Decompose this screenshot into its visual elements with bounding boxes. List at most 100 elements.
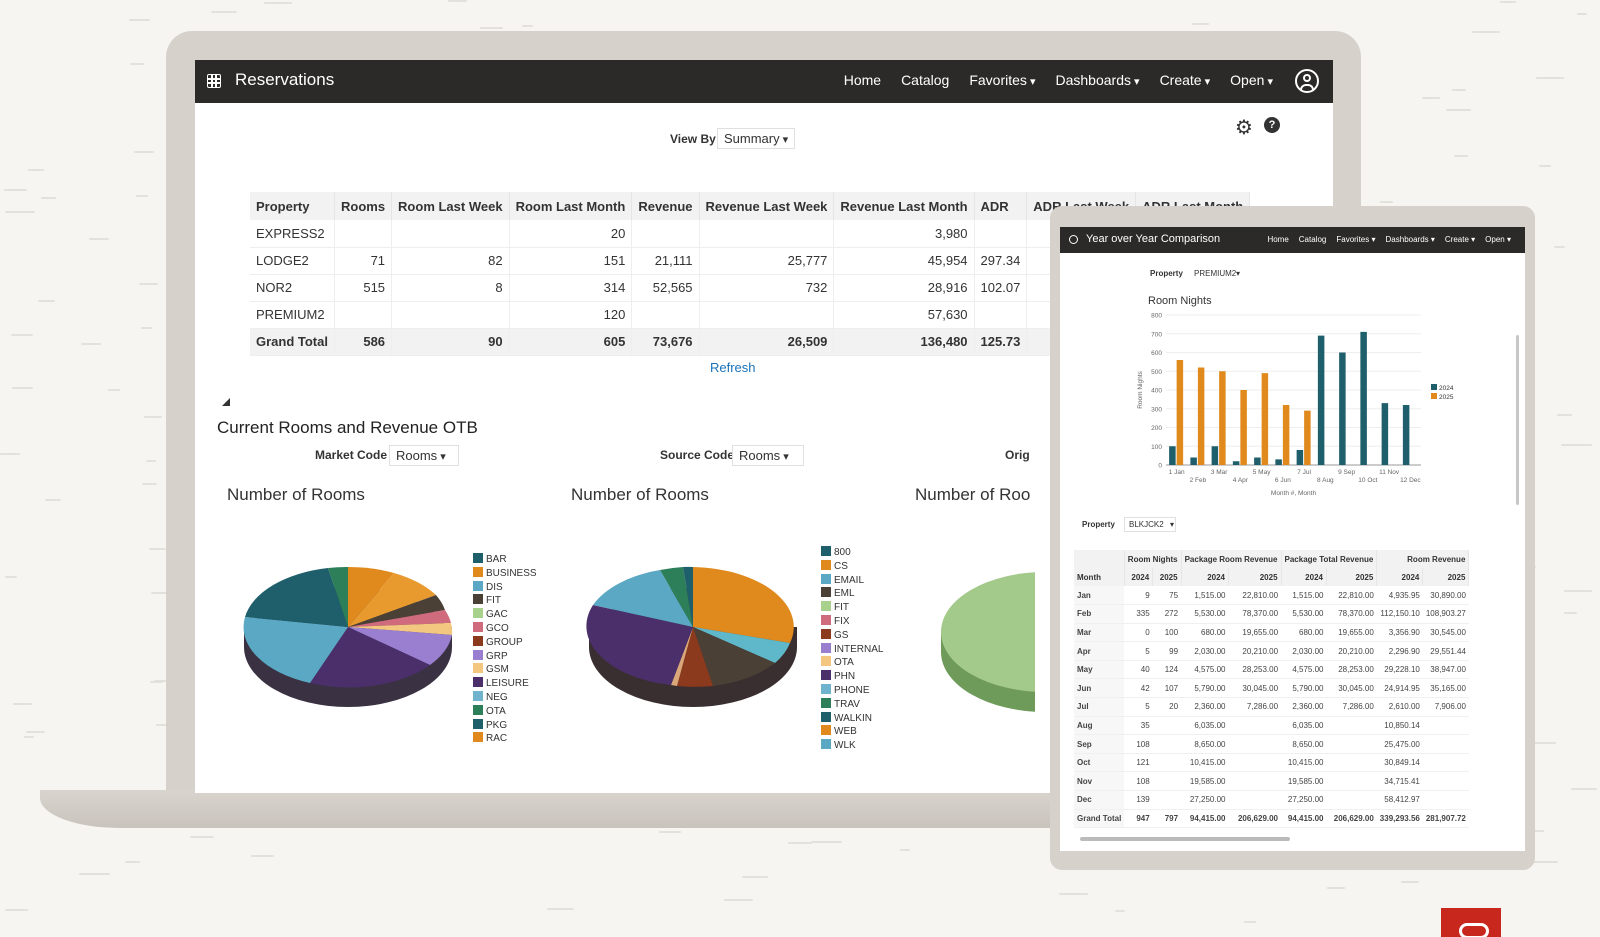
column-header[interactable]: Property (250, 192, 335, 220)
table-cell: 22,810.00 (1228, 586, 1282, 606)
column-header[interactable]: Room Last Month (509, 192, 633, 220)
column-header[interactable]: Month (1074, 568, 1125, 586)
legend-swatch (821, 628, 831, 639)
tablet-property-select-2[interactable]: BLKJCK2 (1124, 517, 1176, 532)
bar-2024 (1381, 403, 1389, 465)
table-cell: 27,250.00 (1281, 790, 1327, 810)
bar-2024 (1402, 405, 1410, 465)
background-dash (1577, 13, 1587, 15)
column-header[interactable]: 2024 (1181, 568, 1230, 586)
source-code-pie-chart (586, 566, 797, 707)
origin-pie-chart (941, 572, 1035, 712)
table-cell: Apr (1074, 641, 1125, 661)
bar-2025 (1282, 405, 1290, 465)
legend-swatch (821, 573, 831, 584)
legend-swatch (473, 677, 483, 688)
legend-item: GROUP (473, 635, 537, 650)
nav-create[interactable]: Create (1160, 72, 1211, 88)
source-code-select[interactable]: Rooms (732, 445, 804, 466)
legend-swatch (821, 642, 831, 653)
table-cell (334, 301, 393, 329)
y-tick-label: 500 (1151, 369, 1162, 376)
table-cell: 8,650.00 (1181, 734, 1229, 754)
gear-icon[interactable]: ⚙ (1235, 117, 1253, 139)
view-by-select[interactable]: Summary (717, 128, 796, 149)
legend-swatch (473, 663, 483, 674)
column-group-header[interactable]: Package Room Revenue (1181, 550, 1282, 568)
table-cell: 34,715.41 (1376, 771, 1423, 792)
table-cell: 206,629.00 (1228, 809, 1282, 829)
refresh-link[interactable]: Refresh (710, 360, 756, 375)
market-code-label: Market Code (315, 448, 388, 462)
table-cell (391, 220, 510, 248)
background-dash (1530, 861, 1558, 863)
column-header[interactable]: ADR (974, 192, 1028, 220)
column-header[interactable]: Rooms (334, 192, 393, 220)
bar-2024 (1339, 352, 1346, 465)
table-cell: Feb (1074, 604, 1125, 624)
legend-label: GRP (486, 650, 508, 662)
column-group-header[interactable]: Room Nights (1124, 550, 1182, 568)
legend-swatch (821, 725, 831, 736)
column-header[interactable]: 2025 (1326, 568, 1378, 586)
nav-catalog[interactable]: Catalog (901, 72, 950, 88)
pie-chart-title-2: Number of Rooms (571, 485, 709, 504)
background-dash (1059, 893, 1088, 895)
table-cell: 206,629.00 (1326, 809, 1377, 829)
column-header[interactable]: Revenue Last Month (833, 192, 975, 220)
horizontal-scrollbar[interactable] (1080, 837, 1290, 841)
column-header[interactable]: Revenue (631, 192, 700, 220)
background-dash (81, 343, 101, 345)
column-header[interactable]: 2024 (1376, 568, 1424, 586)
bar-2025 (1240, 390, 1247, 465)
tablet-nav-dashboards[interactable]: Dashboards (1386, 235, 1435, 244)
tablet-nav-catalog[interactable]: Catalog (1298, 235, 1327, 244)
table-cell: 2,360.00 (1181, 697, 1229, 717)
chevron-down-icon[interactable]: ▾ (1236, 269, 1241, 278)
table-cell: 29,551.44 (1422, 641, 1469, 661)
column-header[interactable]: 2025 (1228, 568, 1282, 586)
column-header[interactable]: Room Last Week (391, 192, 510, 220)
tablet-nav-favorites[interactable]: Favorites (1336, 235, 1375, 244)
y-axis-label: Room Nights (1137, 370, 1144, 408)
table-cell: 35 (1124, 716, 1153, 736)
chevron-down-icon[interactable]: ▾ (1170, 520, 1175, 529)
tablet-nav-home[interactable]: Home (1267, 235, 1289, 244)
main-nav: Home Catalog Favorites Dashboards Create… (844, 72, 1273, 88)
legend-label: INTERNAL (834, 643, 884, 655)
user-icon[interactable] (1295, 69, 1319, 93)
bar-2024 (1360, 331, 1367, 465)
tablet-property-select[interactable]: PREMIUM2 (1194, 269, 1237, 278)
background-dash (5, 211, 35, 213)
column-header[interactable]: 2024 (1281, 568, 1327, 586)
background-dash (125, 861, 140, 863)
collapse-toggle[interactable] (222, 398, 230, 406)
column-group-header[interactable]: Package Total Revenue (1281, 550, 1378, 568)
background-dash (900, 849, 910, 851)
nav-dashboards[interactable]: Dashboards (1055, 72, 1139, 88)
column-header[interactable]: Revenue Last Week (699, 192, 835, 220)
tablet-nav-create[interactable]: Create (1445, 235, 1475, 244)
legend-swatch (821, 656, 831, 667)
market-code-select[interactable]: Rooms (389, 445, 459, 466)
legend-swatch (821, 601, 831, 612)
column-header[interactable]: 2025 (1152, 568, 1182, 586)
tablet-nav-open[interactable]: Open (1485, 235, 1511, 244)
column-group-header[interactable]: Room Revenue (1376, 550, 1470, 568)
nav-home[interactable]: Home (843, 72, 882, 88)
column-header[interactable]: 2025 (1422, 568, 1470, 586)
column-header[interactable] (1074, 550, 1125, 568)
back-icon[interactable] (1069, 235, 1078, 244)
y-tick-label: 300 (1151, 406, 1162, 413)
table-cell: 10,415.00 (1181, 753, 1229, 773)
nav-favorites[interactable]: Favorites (969, 72, 1035, 88)
vertical-scrollbar[interactable] (1516, 335, 1519, 505)
column-header[interactable]: 2024 (1124, 568, 1154, 586)
bar-2025 (1304, 410, 1311, 465)
legend-label: GS (834, 629, 849, 641)
help-icon[interactable]: ? (1264, 117, 1280, 133)
legend-item: GSM (473, 663, 537, 677)
legend-item: FIT (821, 601, 883, 615)
app-grid-icon[interactable] (207, 74, 221, 88)
nav-open[interactable]: Open (1230, 72, 1273, 88)
